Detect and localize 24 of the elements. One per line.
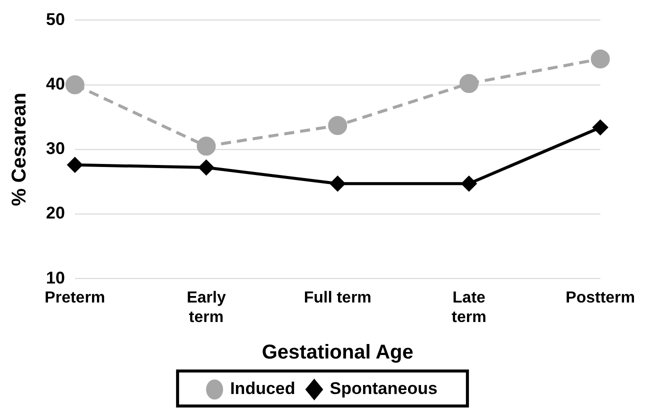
- point: [592, 120, 608, 135]
- y-tick-label: 50: [46, 10, 65, 29]
- point: [461, 176, 476, 192]
- point: [196, 136, 216, 156]
- point: [328, 116, 348, 135]
- x-tick-label: Full term: [304, 290, 372, 307]
- point: [67, 157, 82, 172]
- x-tick-label: Late term: [452, 290, 486, 326]
- x-axis-title: Gestational Age: [262, 342, 414, 364]
- x-tick-label: Postterm: [566, 290, 636, 307]
- point: [330, 176, 346, 192]
- y-tick-label: 20: [46, 204, 65, 223]
- point: [459, 74, 478, 94]
- point: [198, 160, 214, 175]
- x-tick-label: Early term: [186, 290, 226, 326]
- point: [590, 49, 610, 68]
- legend-label: Induced: [230, 379, 296, 398]
- y-tick-label: 30: [46, 139, 65, 158]
- y-tick-label: 10: [46, 268, 65, 288]
- y-tick-label: 40: [46, 74, 65, 94]
- point: [65, 75, 84, 94]
- y-axis-title: % Cesarean: [8, 92, 31, 206]
- legend-label: Spontaneous: [330, 379, 438, 398]
- x-tick-label: Preterm: [44, 290, 106, 307]
